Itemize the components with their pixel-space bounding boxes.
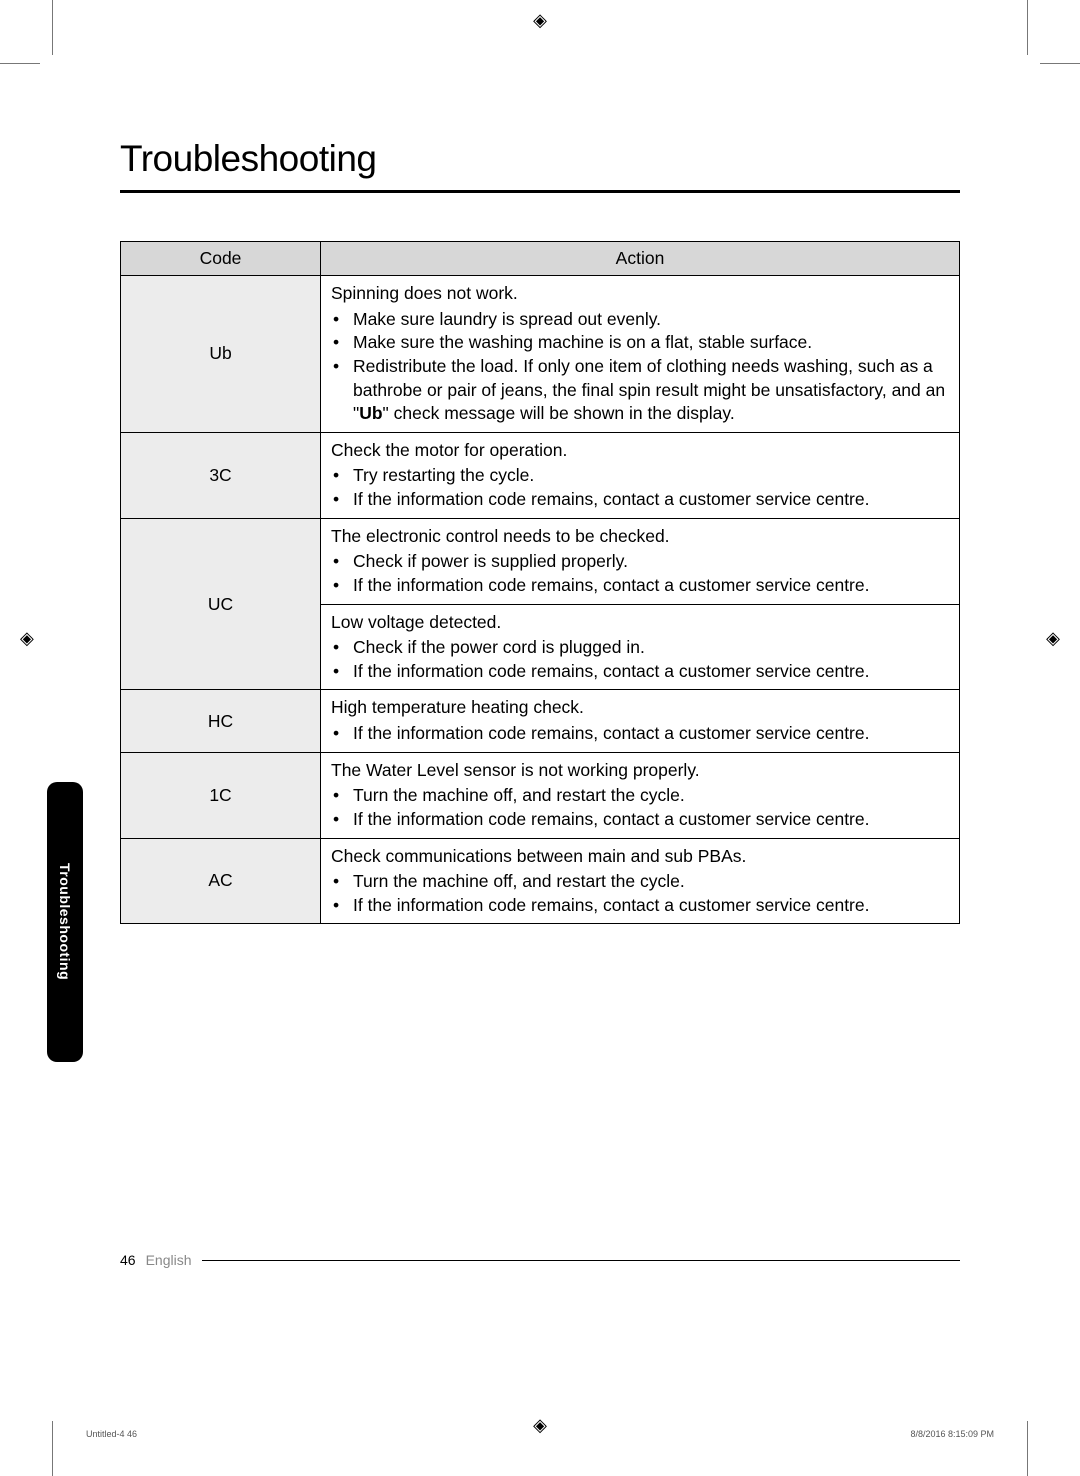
print-footer-left: Untitled-4 46: [86, 1429, 137, 1439]
action-list-item: If the information code remains, contact…: [353, 574, 947, 598]
page-number: 46: [120, 1252, 136, 1268]
table-action-cell: High temperature heating check.If the in…: [321, 690, 960, 752]
action-list: Check if power is supplied properly.If t…: [331, 550, 947, 597]
action-intro: The electronic control needs to be check…: [331, 525, 947, 549]
registration-mark-icon: ◈: [533, 1415, 547, 1436]
action-list-item: Make sure the washing machine is on a fl…: [353, 331, 947, 355]
crop-mark: [0, 63, 40, 64]
table-action-cell: Check the motor for operation.Try restar…: [321, 432, 960, 518]
crop-mark: [52, 1421, 53, 1476]
table-action-cell: The electronic control needs to be check…: [321, 518, 960, 604]
action-list: Try restarting the cycle.If the informat…: [331, 464, 947, 511]
action-list-item: If the information code remains, contact…: [353, 488, 947, 512]
section-tab: Troubleshooting: [47, 782, 83, 1062]
table-action-cell: The Water Level sensor is not working pr…: [321, 752, 960, 838]
action-list: Check if the power cord is plugged in.If…: [331, 636, 947, 683]
action-list-item: If the information code remains, contact…: [353, 722, 947, 746]
action-intro: Check communications between main and su…: [331, 845, 947, 869]
crop-mark: [1027, 0, 1028, 55]
crop-mark: [1040, 63, 1080, 64]
action-list: If the information code remains, contact…: [331, 722, 947, 746]
action-list: Turn the machine off, and restart the cy…: [331, 784, 947, 831]
table-code-cell: HC: [121, 690, 321, 752]
action-intro: Spinning does not work.: [331, 282, 947, 306]
page-title: Troubleshooting: [120, 138, 960, 180]
registration-mark-icon: ◈: [20, 628, 34, 649]
action-list-item: Redistribute the load. If only one item …: [353, 355, 947, 426]
action-list-item: Turn the machine off, and restart the cy…: [353, 784, 947, 808]
table-action-cell: Check communications between main and su…: [321, 838, 960, 924]
troubleshooting-table: Code Action UbSpinning does not work.Mak…: [120, 241, 960, 924]
table-header-code: Code: [121, 242, 321, 276]
footer-rule: [202, 1260, 961, 1261]
table-code-cell: Ub: [121, 276, 321, 433]
action-list-item: If the information code remains, contact…: [353, 660, 947, 684]
action-list: Turn the machine off, and restart the cy…: [331, 870, 947, 917]
table-code-cell: 3C: [121, 432, 321, 518]
table-header-action: Action: [321, 242, 960, 276]
action-list-item: If the information code remains, contact…: [353, 894, 947, 918]
action-intro: Check the motor for operation.: [331, 439, 947, 463]
action-list-item: Check if power is supplied properly.: [353, 550, 947, 574]
table-code-cell: UC: [121, 518, 321, 690]
title-rule: [120, 190, 960, 193]
table-action-cell: Low voltage detected.Check if the power …: [321, 604, 960, 690]
action-list-item: If the information code remains, contact…: [353, 808, 947, 832]
action-intro: Low voltage detected.: [331, 611, 947, 635]
print-footer-right: 8/8/2016 8:15:09 PM: [910, 1429, 994, 1439]
language-label: English: [146, 1252, 192, 1268]
page-content: Troubleshooting Code Action UbSpinning d…: [0, 0, 1080, 924]
action-intro: The Water Level sensor is not working pr…: [331, 759, 947, 783]
page-footer: 46 English: [120, 1252, 960, 1268]
action-list-item: Turn the machine off, and restart the cy…: [353, 870, 947, 894]
action-intro: High temperature heating check.: [331, 696, 947, 720]
table-action-cell: Spinning does not work.Make sure laundry…: [321, 276, 960, 433]
table-code-cell: AC: [121, 838, 321, 924]
action-list: Make sure laundry is spread out evenly.M…: [331, 308, 947, 426]
action-list-item: Make sure laundry is spread out evenly.: [353, 308, 947, 332]
crop-mark: [1027, 1421, 1028, 1476]
registration-mark-icon: ◈: [1046, 628, 1060, 649]
table-code-cell: 1C: [121, 752, 321, 838]
crop-mark: [52, 0, 53, 55]
section-tab-label: Troubleshooting: [57, 863, 73, 980]
action-list-item: Check if the power cord is plugged in.: [353, 636, 947, 660]
action-list-item: Try restarting the cycle.: [353, 464, 947, 488]
registration-mark-icon: ◈: [533, 10, 547, 31]
